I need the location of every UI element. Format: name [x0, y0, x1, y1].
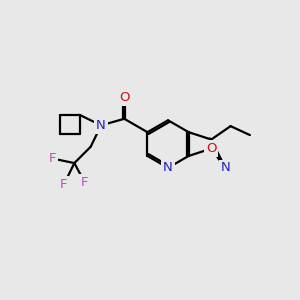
Text: N: N — [96, 119, 106, 132]
Text: F: F — [60, 178, 68, 191]
Text: O: O — [206, 142, 217, 155]
Text: O: O — [119, 91, 130, 104]
Text: N: N — [163, 161, 173, 174]
Text: F: F — [49, 152, 57, 165]
Text: N: N — [220, 161, 230, 174]
Text: F: F — [81, 176, 88, 189]
